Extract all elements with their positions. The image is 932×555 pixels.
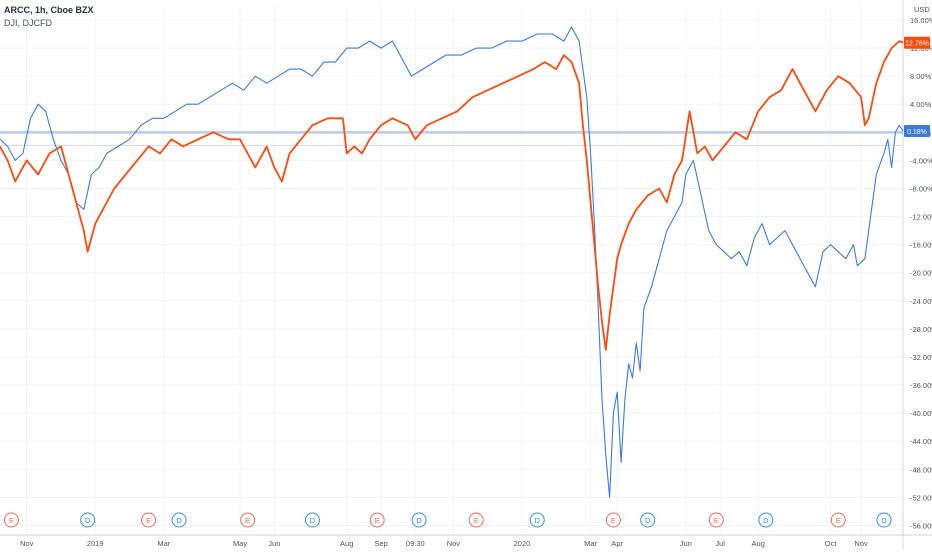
y-axis-unit: USD xyxy=(914,5,930,14)
earnings-marker-label: E xyxy=(474,516,479,525)
earnings-marker-label: E xyxy=(245,516,250,525)
y-tick-label: -24.00% xyxy=(910,297,932,306)
earnings-marker[interactable] xyxy=(369,512,385,528)
dividend-marker-label: D xyxy=(310,516,316,525)
dividend-marker[interactable] xyxy=(80,512,96,528)
last-value-label-arcc: 12.76% xyxy=(905,41,929,48)
dividend-marker-label: D xyxy=(881,516,887,525)
x-tick-label: 2020 xyxy=(514,539,531,548)
dividend-marker[interactable] xyxy=(304,512,320,528)
y-tick-label: -12.00% xyxy=(910,213,932,222)
earnings-marker-label: E xyxy=(146,516,151,525)
earnings-marker-label: E xyxy=(714,516,719,525)
dividend-marker[interactable] xyxy=(411,512,427,528)
x-tick-label: May xyxy=(233,539,247,548)
x-tick-label: Nov xyxy=(854,539,868,548)
earnings-marker-label: E xyxy=(611,516,616,525)
y-tick-label: -28.00% xyxy=(910,325,932,334)
y-tick-label: -44.00% xyxy=(910,437,932,446)
compare-symbol-label[interactable]: DJI, DJCFD xyxy=(4,18,52,28)
dividend-marker[interactable] xyxy=(876,512,892,528)
dividend-marker[interactable] xyxy=(529,512,545,528)
x-tick-label: Mar xyxy=(584,539,597,548)
series-line-dji xyxy=(0,26,904,498)
last-value-badge-arcc xyxy=(904,36,930,49)
x-tick-label: 2019 xyxy=(87,539,104,548)
y-tick-label: 16.00% xyxy=(910,16,932,25)
dividend-marker[interactable] xyxy=(171,512,187,528)
earnings-marker-label: E xyxy=(9,516,14,525)
x-tick-label: Jun xyxy=(268,539,280,548)
x-tick-label: Apr xyxy=(611,539,623,548)
main-symbol-label[interactable]: ARCC, 1h, Cboe BZX xyxy=(4,5,94,15)
x-tick-label: Oct xyxy=(825,539,838,548)
earnings-marker[interactable] xyxy=(141,512,157,528)
earnings-marker[interactable] xyxy=(3,512,19,528)
earnings-marker[interactable] xyxy=(708,512,724,528)
last-value-label-dji: 0.18% xyxy=(907,129,927,136)
dividend-marker-label: D xyxy=(645,516,651,525)
y-tick-label: -20.00% xyxy=(910,269,932,278)
y-tick-label: -48.00% xyxy=(910,465,932,474)
dividend-marker[interactable] xyxy=(640,512,656,528)
dividend-marker[interactable] xyxy=(758,512,774,528)
x-tick-label: 09:30 xyxy=(406,539,425,548)
y-tick-label: -56.00% xyxy=(910,521,932,530)
dividend-marker-label: D xyxy=(176,516,182,525)
y-tick-label: -16.00% xyxy=(910,241,932,250)
earnings-marker-label: E xyxy=(836,516,841,525)
dividend-marker-label: D xyxy=(763,516,769,525)
y-tick-label: -40.00% xyxy=(910,409,932,418)
dividend-marker-label: D xyxy=(535,516,541,525)
earnings-marker[interactable] xyxy=(468,512,484,528)
y-tick-label: 8.00% xyxy=(910,72,932,81)
earnings-marker-label: E xyxy=(375,516,380,525)
y-tick-label: 4.00% xyxy=(910,100,932,109)
x-tick-label: Jul xyxy=(715,539,725,548)
last-value-badge-dji xyxy=(904,125,930,138)
earnings-marker[interactable] xyxy=(830,512,846,528)
x-tick-label: Nov xyxy=(20,539,34,548)
dividend-marker-label: D xyxy=(85,516,91,525)
x-tick-label: Jun xyxy=(680,539,692,548)
earnings-marker[interactable] xyxy=(605,512,621,528)
x-tick-label: Sep xyxy=(374,539,387,548)
x-tick-label: Mar xyxy=(157,539,170,548)
legend: ARCC, 1h, Cboe BZX DJI, DJCFD xyxy=(4,4,94,30)
x-tick-label: Nov xyxy=(447,539,461,548)
earnings-marker[interactable] xyxy=(240,512,256,528)
y-tick-label: -4.00% xyxy=(910,156,932,165)
x-tick-label: Aug xyxy=(752,539,765,548)
y-tick-label: -8.00% xyxy=(910,184,932,193)
y-tick-label: -52.00% xyxy=(910,493,932,502)
dividend-marker-label: D xyxy=(416,516,422,525)
y-tick-label: -36.00% xyxy=(910,381,932,390)
series-line-arcc xyxy=(0,40,904,351)
x-tick-label: Aug xyxy=(340,539,353,548)
y-tick-label: -32.00% xyxy=(910,353,932,362)
